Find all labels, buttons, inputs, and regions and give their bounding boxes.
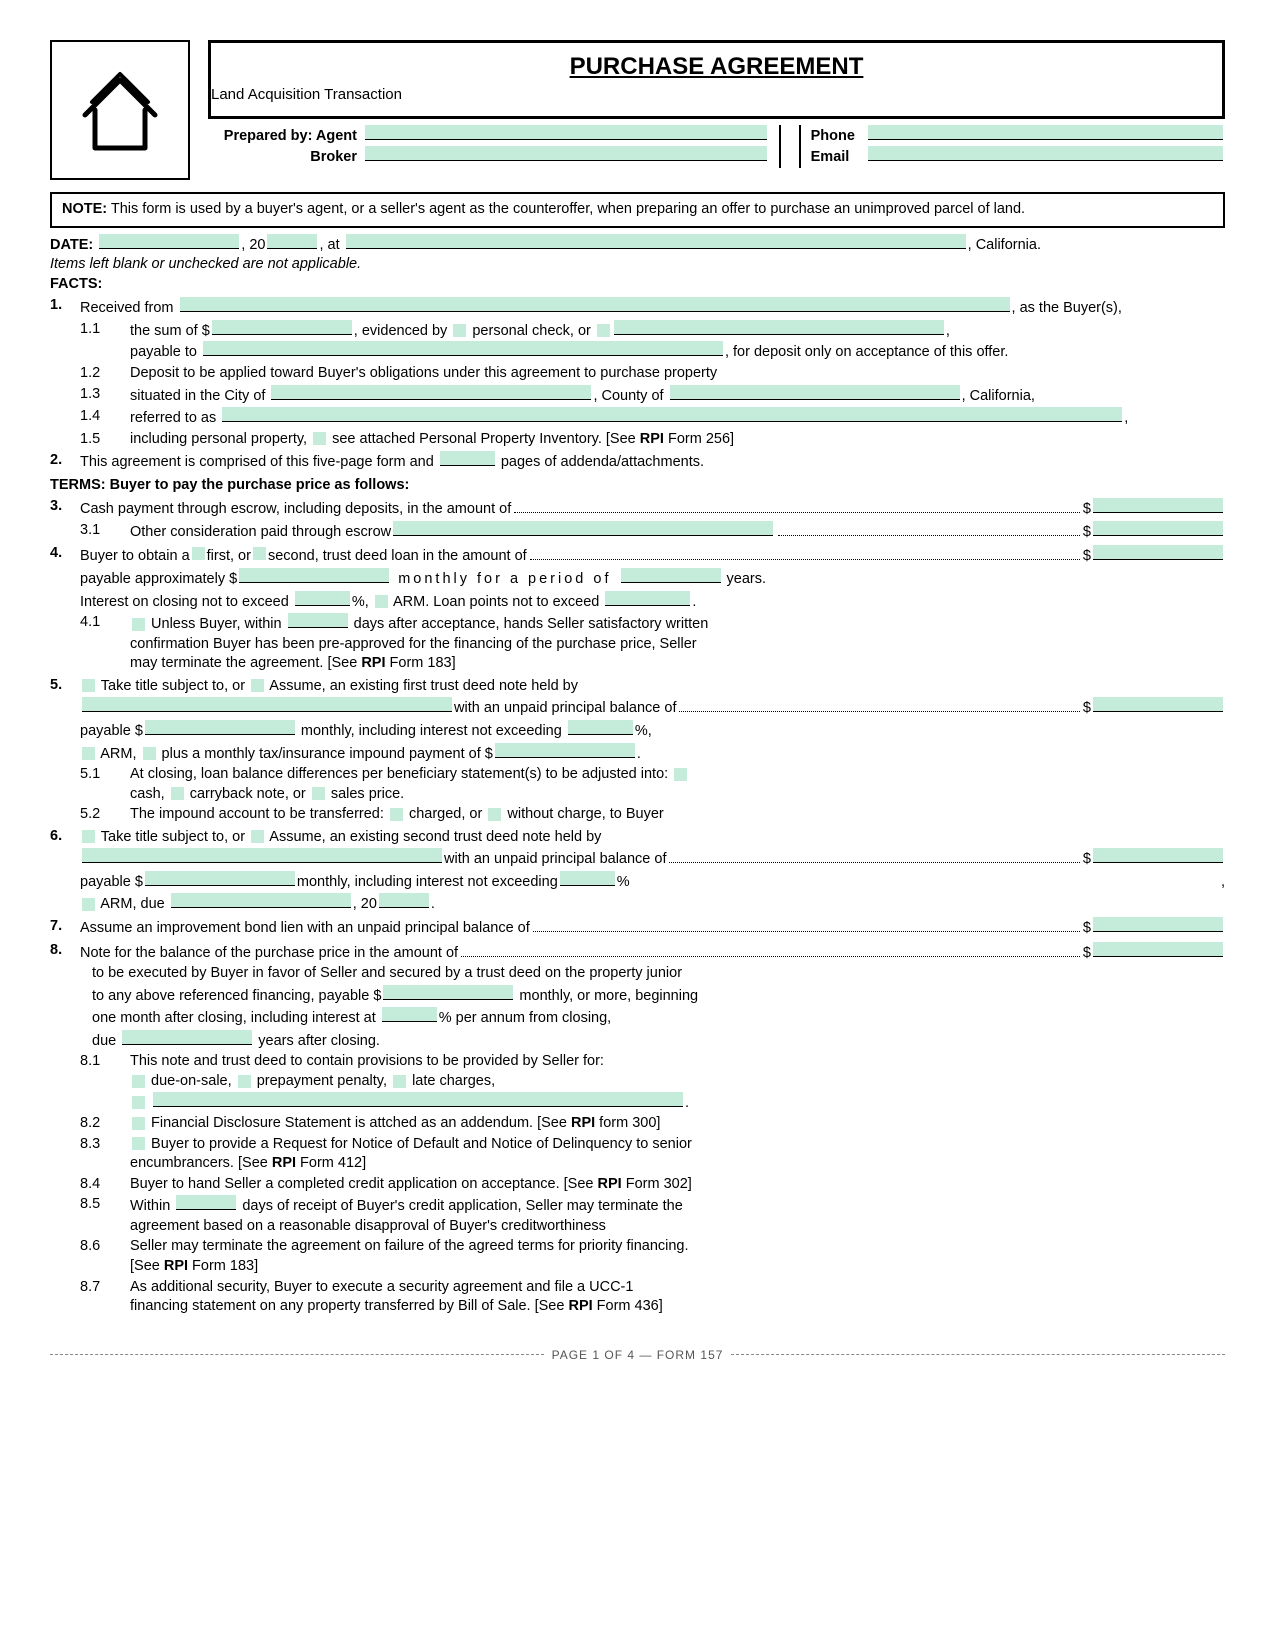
broker-field[interactable]	[365, 146, 767, 161]
monthly-payment-field[interactable]	[239, 568, 389, 583]
note-text: This form is used by a buyer's agent, or…	[107, 201, 1025, 217]
td1-impound-checkbox[interactable]	[143, 747, 156, 760]
date-field[interactable]	[99, 234, 239, 249]
period-years-field[interactable]	[621, 568, 721, 583]
section-7: 7. Assume an improvement bond lien with …	[50, 917, 1225, 939]
nod-checkbox[interactable]	[132, 1137, 145, 1150]
adj-cash-checkbox[interactable]	[674, 768, 687, 781]
cash-payment-field[interactable]	[1093, 498, 1223, 513]
days-acceptance-field[interactable]	[288, 613, 348, 628]
section-2: 2. This agreement is comprised of this f…	[50, 451, 1225, 473]
note-due-field[interactable]	[122, 1030, 252, 1045]
prepared-row: Prepared by: Agent Broker Phone Email	[208, 125, 1225, 168]
assume-1-checkbox[interactable]	[251, 679, 264, 692]
loan-amount-field[interactable]	[1093, 545, 1223, 560]
td2-arm-checkbox[interactable]	[82, 898, 95, 911]
td1-interest-field[interactable]	[568, 720, 633, 735]
due-on-sale-checkbox[interactable]	[132, 1075, 145, 1088]
section-8: 8. Note for the balance of the purchase …	[50, 941, 1225, 1317]
other-evidence-field[interactable]	[614, 320, 944, 335]
prepayment-checkbox[interactable]	[238, 1075, 251, 1088]
adj-carryback-checkbox[interactable]	[171, 787, 184, 800]
title-subject-2-checkbox[interactable]	[82, 830, 95, 843]
agent-field[interactable]	[365, 125, 767, 140]
page-footer: PAGE 1 OF 4 — FORM 157	[50, 1347, 1225, 1363]
td2-interest-field[interactable]	[560, 871, 615, 886]
late-charges-checkbox[interactable]	[393, 1075, 406, 1088]
section-6: 6. Take title subject to, or Assume, an …	[50, 827, 1225, 915]
bond-balance-field[interactable]	[1093, 917, 1223, 932]
arm-checkbox[interactable]	[375, 595, 388, 608]
year-field[interactable]	[267, 234, 317, 249]
header-right: PURCHASE AGREEMENT Land Acquisition Tran…	[208, 40, 1225, 180]
sum-field[interactable]	[212, 320, 352, 335]
td1-impound-field[interactable]	[495, 743, 635, 758]
interest-field[interactable]	[295, 591, 350, 606]
form-subtitle: Land Acquisition Transaction	[211, 85, 1222, 105]
td2-balance-field[interactable]	[1093, 848, 1223, 863]
broker-label: Broker	[208, 148, 363, 168]
blank-note: Items left blank or unchecked are not ap…	[50, 255, 1225, 275]
first-td-checkbox[interactable]	[192, 547, 205, 560]
other-consideration-field[interactable]	[393, 521, 773, 536]
property-ref-field[interactable]	[222, 407, 1122, 422]
date-label: DATE:	[50, 237, 93, 253]
phone-field[interactable]	[868, 125, 1223, 140]
terms-heading: TERMS: Buyer to pay the purchase price a…	[50, 476, 1225, 496]
section-5: 5. Take title subject to, or Assume, an …	[50, 676, 1225, 825]
email-field[interactable]	[868, 146, 1223, 161]
other-consideration-amount-field[interactable]	[1093, 521, 1223, 536]
form-title: PURCHASE AGREEMENT	[211, 51, 1222, 83]
addenda-pages-field[interactable]	[440, 451, 495, 466]
section-4: 4. Buyer to obtain a first, or second, t…	[50, 544, 1225, 673]
other-provision-field[interactable]	[153, 1092, 683, 1107]
fds-checkbox[interactable]	[132, 1117, 145, 1130]
credit-days-field[interactable]	[176, 1195, 236, 1210]
logo-box	[50, 40, 190, 180]
td2-holder-field[interactable]	[82, 848, 442, 863]
prep-right: Phone Email	[799, 125, 1225, 168]
email-label: Email	[811, 148, 866, 168]
title-subject-1-checkbox[interactable]	[82, 679, 95, 692]
agent-label: Prepared by: Agent	[208, 127, 363, 147]
td1-arm-checkbox[interactable]	[82, 747, 95, 760]
house-icon	[70, 60, 170, 160]
td1-balance-field[interactable]	[1093, 697, 1223, 712]
payable-to-field[interactable]	[203, 341, 723, 356]
second-td-checkbox[interactable]	[253, 547, 266, 560]
personal-check-checkbox[interactable]	[453, 324, 466, 337]
county-field[interactable]	[670, 385, 960, 400]
section-1: 1. Received from , as the Buyer(s), 1.1 …	[50, 296, 1225, 449]
note-box: NOTE: This form is used by a buyer's age…	[50, 192, 1225, 228]
impound-charged-checkbox[interactable]	[390, 808, 403, 821]
td2-due-year-field[interactable]	[379, 893, 429, 908]
td1-holder-field[interactable]	[82, 697, 452, 712]
prep-left: Prepared by: Agent Broker	[208, 125, 781, 168]
assume-2-checkbox[interactable]	[251, 830, 264, 843]
unless-buyer-checkbox[interactable]	[132, 618, 145, 631]
header: PURCHASE AGREEMENT Land Acquisition Tran…	[50, 40, 1225, 180]
td2-due-field[interactable]	[171, 893, 351, 908]
note-balance-field[interactable]	[1093, 942, 1223, 957]
phone-label: Phone	[811, 127, 866, 147]
td1-monthly-field[interactable]	[145, 720, 295, 735]
location-field[interactable]	[346, 234, 966, 249]
city-field[interactable]	[271, 385, 591, 400]
note-monthly-field[interactable]	[383, 985, 513, 1000]
page: PURCHASE AGREEMENT Land Acquisition Tran…	[50, 40, 1225, 1363]
other-evidence-checkbox[interactable]	[597, 324, 610, 337]
note-label: NOTE:	[62, 201, 107, 217]
date-line: DATE: , 20, at , California.	[50, 234, 1225, 256]
section-3: 3. Cash payment through escrow, includin…	[50, 497, 1225, 542]
impound-nocharge-checkbox[interactable]	[488, 808, 501, 821]
other-provision-checkbox[interactable]	[132, 1096, 145, 1109]
personal-property-checkbox[interactable]	[313, 432, 326, 445]
buyer-name-field[interactable]	[180, 297, 1010, 312]
td2-monthly-field[interactable]	[145, 871, 295, 886]
facts-heading: FACTS:	[50, 275, 1225, 295]
loan-points-field[interactable]	[605, 591, 690, 606]
adj-sales-checkbox[interactable]	[312, 787, 325, 800]
note-interest-field[interactable]	[382, 1007, 437, 1022]
title-box: PURCHASE AGREEMENT Land Acquisition Tran…	[208, 40, 1225, 119]
